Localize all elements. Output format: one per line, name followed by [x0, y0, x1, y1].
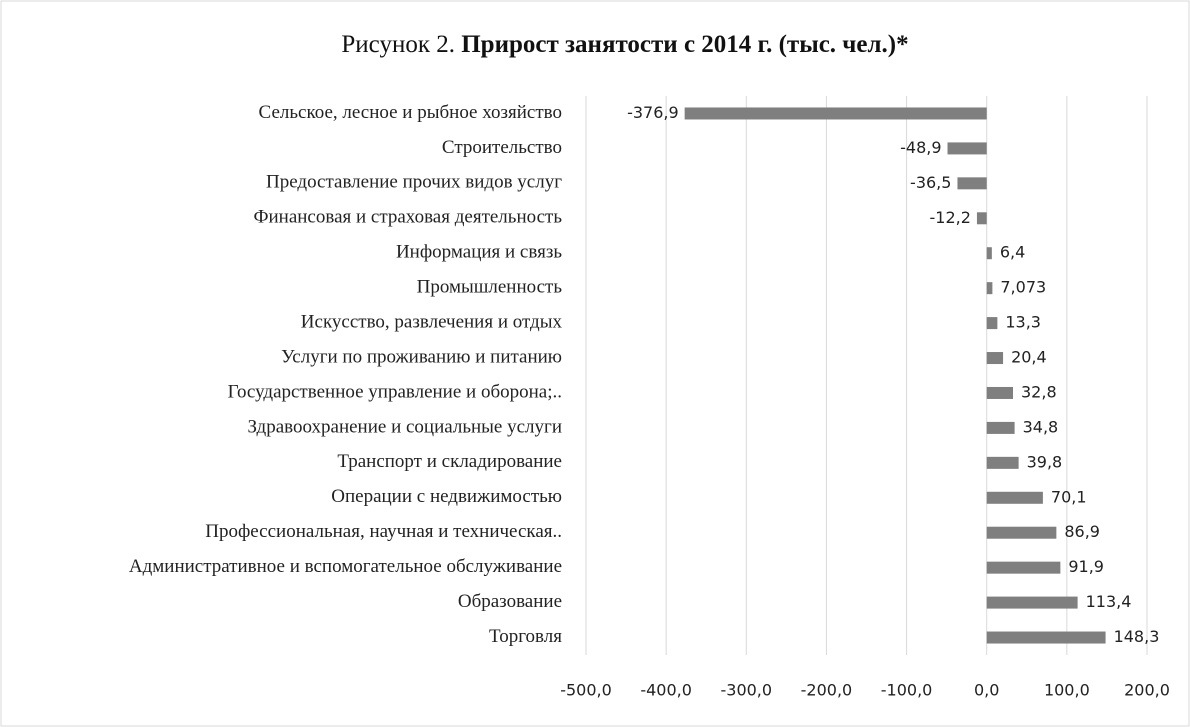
title-main: Прирост занятости с 2014 г. (тыс. чел.)* — [461, 31, 908, 58]
data-label: 113,4 — [1086, 592, 1132, 611]
data-label: -48,9 — [900, 138, 941, 157]
data-label: 91,9 — [1068, 557, 1104, 576]
x-tick-label: -500,0 — [560, 681, 612, 700]
x-tick-label: 100,0 — [1044, 681, 1090, 700]
y-tick-label: Информация и связь — [396, 242, 562, 263]
data-label: 7,073 — [1000, 278, 1046, 297]
y-tick-label: Административное и вспомогательное обслу… — [129, 556, 562, 577]
x-tick-label: -300,0 — [720, 681, 772, 700]
bar — [986, 352, 1004, 365]
y-tick-label: Услуги по проживанию и питанию — [281, 346, 562, 367]
chart-title: Рисунок 2. Прирост занятости с 2014 г. (… — [341, 31, 908, 58]
data-label: -376,9 — [627, 103, 679, 122]
data-label: 148,3 — [1114, 627, 1160, 646]
bar — [986, 282, 993, 295]
y-tick-label: Промышленность — [417, 277, 563, 298]
y-tick-label: Строительство — [442, 137, 562, 158]
bar — [986, 386, 1014, 399]
bar — [684, 107, 987, 120]
data-label: -36,5 — [910, 173, 951, 192]
bar — [957, 177, 987, 190]
bar — [986, 631, 1106, 644]
y-tick-label: Образование — [458, 591, 562, 612]
data-label: 70,1 — [1051, 487, 1087, 506]
bar — [947, 142, 987, 155]
data-label: 6,4 — [1000, 243, 1025, 262]
bar — [986, 247, 992, 260]
y-tick-label: Транспорт и складирование — [337, 451, 562, 472]
data-label: 32,8 — [1021, 382, 1057, 401]
data-label: 39,8 — [1027, 452, 1063, 471]
bar — [986, 596, 1078, 609]
y-tick-label: Здравоохранение и социальные услуги — [248, 416, 563, 437]
y-tick-label: Операции с недвижимостью — [331, 486, 562, 507]
y-tick-label: Торговля — [489, 626, 562, 647]
y-tick-label: Сельское, лесное и рыбное хозяйство — [259, 102, 562, 123]
bar — [976, 212, 987, 225]
data-label: 86,9 — [1064, 522, 1100, 541]
bar — [986, 561, 1061, 574]
y-tick-label: Искусство, развлечения и отдых — [301, 311, 563, 332]
y-tick-label: Профессиональная, научная и техническая.… — [205, 521, 562, 542]
data-label: 34,8 — [1023, 417, 1059, 436]
y-tick-label: Финансовая и страховая деятельность — [253, 207, 562, 228]
x-tick-label: -100,0 — [881, 681, 933, 700]
bar — [986, 317, 998, 330]
x-tick-label: 0,0 — [974, 681, 999, 700]
data-label: 20,4 — [1011, 348, 1047, 367]
x-tick-label: -200,0 — [801, 681, 853, 700]
y-tick-label: Государственное управление и оборона;.. — [228, 381, 562, 402]
x-tick-label: 200,0 — [1124, 681, 1170, 700]
title-prefix: Рисунок 2. — [341, 31, 455, 58]
x-tick-label: -400,0 — [640, 681, 692, 700]
y-tick-label: Предоставление прочих видов услуг — [266, 172, 562, 193]
data-label: -12,2 — [930, 208, 971, 227]
bar — [986, 456, 1019, 469]
bar — [986, 421, 1015, 434]
bar — [986, 491, 1043, 504]
data-label: 13,3 — [1005, 313, 1041, 332]
bar — [986, 526, 1057, 539]
